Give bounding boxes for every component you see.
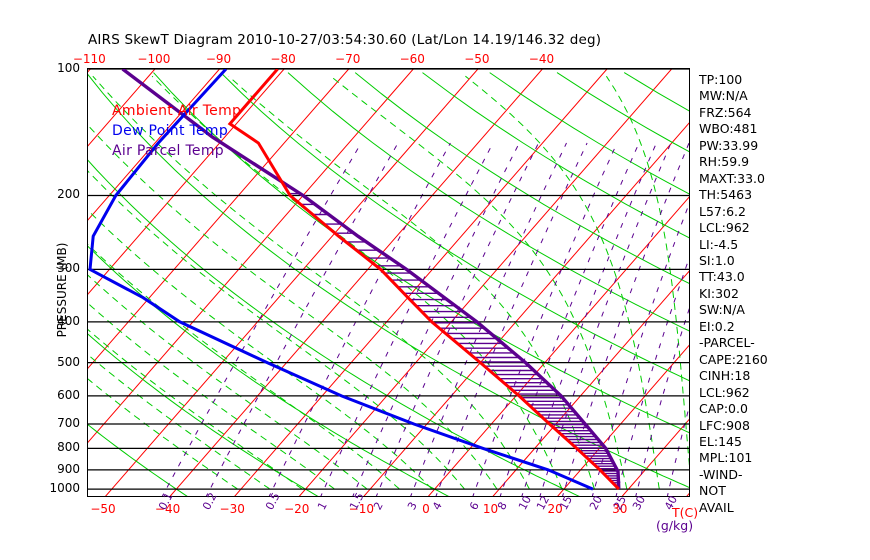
top-temp-tick--40: −40 — [528, 52, 555, 66]
stat-row-7: TH:5463 — [699, 187, 753, 203]
ambient-temp-curve — [227, 69, 620, 491]
stat-row-22: EL:145 — [699, 433, 742, 449]
bottom-temp-tick-30: 30 — [612, 502, 628, 516]
legend-ambient-air-temp: Ambient Air Temp — [112, 103, 242, 119]
stat-row-0: TP:100 — [699, 72, 743, 87]
pressure-tick-300: 300 — [57, 261, 80, 276]
stat-row-24: -WIND- — [699, 466, 743, 482]
pressure-tick-500: 500 — [57, 354, 80, 369]
stat-row-23: MPL:101 — [699, 450, 753, 466]
stat-row-6: MAXT:33.0 — [699, 170, 765, 186]
stat-row-10: LI:-4.5 — [699, 236, 739, 252]
sounding-stats-panel: TP:100 MW:N/A FRZ:564 WBO:481 PW:33.99 RH:59.… — [699, 72, 819, 516]
pressure-tick-600: 600 — [57, 387, 80, 402]
top-temp-tick--100: −100 — [137, 52, 171, 66]
skewt-plot-area — [87, 68, 690, 497]
stat-row-13: KI:302 — [699, 285, 739, 301]
bottom-temp-tick-0: 0 — [422, 502, 430, 516]
stat-row-14: SW:N/A — [699, 302, 745, 318]
stat-row-1: MW:N/A — [699, 88, 748, 104]
stat-row-16: -PARCEL- — [699, 335, 755, 351]
temperature-axis-label: T(C) — [672, 505, 699, 520]
mixing-ratio-tick-1: 1 — [315, 499, 330, 513]
bottom-temp-tick--50: −50 — [90, 502, 116, 516]
top-temp-tick--110: −110 — [72, 52, 106, 66]
pressure-tick-100: 100 — [57, 61, 80, 75]
pressure-tick-400: 400 — [57, 313, 80, 328]
mixing-ratio-tick-6: 6 — [467, 499, 483, 513]
top-temp-tick--90: −90 — [205, 52, 232, 66]
skewt-plot-svg — [88, 69, 689, 496]
stat-row-3: WBO:481 — [699, 121, 758, 137]
top-temp-tick--50: −50 — [464, 52, 490, 66]
stat-row-9: LCL:962 — [699, 220, 750, 236]
stat-row-18: CINH:18 — [699, 368, 751, 384]
stat-row-2: FRZ:564 — [699, 104, 752, 120]
mixing-ratio-tick-4: 4 — [430, 499, 446, 513]
top-temp-tick--60: −60 — [399, 52, 425, 66]
bottom-temp-tick-20: 20 — [547, 502, 563, 516]
mixing-ratio-axis-label: (g/kg) — [656, 518, 694, 533]
pressure-axis-label: PRESSURE (MB) — [55, 242, 69, 338]
cape-hatch-region — [282, 181, 619, 488]
stat-row-15: EI:0.2 — [699, 318, 735, 334]
stat-row-5: RH:59.9 — [699, 154, 750, 170]
pressure-tick-800: 800 — [57, 440, 80, 455]
stat-row-21: LFC:908 — [699, 417, 750, 433]
bottom-temp-tick--30: −30 — [219, 502, 245, 516]
stat-row-20: CAP:0.0 — [699, 401, 748, 417]
pressure-tick-200: 200 — [57, 187, 80, 202]
page-title: AIRS SkewT Diagram 2010-10-27/03:54:30.6… — [88, 32, 602, 48]
top-temp-tick--80: −80 — [270, 52, 296, 66]
bottom-temp-tick--20: −20 — [284, 502, 310, 516]
parcel-temp-curve — [121, 69, 621, 490]
stat-row-8: L57:6.2 — [699, 203, 746, 219]
stat-row-25: NOT — [699, 483, 726, 499]
stat-row-26: AVAIL — [699, 499, 734, 515]
stat-row-17: CAPE:2160 — [699, 351, 768, 367]
stat-row-11: SI:1.0 — [699, 252, 735, 268]
bottom-temp-tick-10: 10 — [482, 502, 499, 516]
pressure-tick-900: 900 — [57, 461, 80, 476]
bottom-temp-tick--10: −10 — [348, 502, 375, 516]
bottom-temp-tick--40: −40 — [154, 502, 181, 516]
pressure-tick-700: 700 — [57, 416, 80, 431]
top-temp-tick--70: −70 — [335, 52, 361, 66]
stat-row-4: PW:33.99 — [699, 137, 759, 153]
mixing-ratio-tick-3: 3 — [404, 499, 420, 513]
stat-row-12: TT:43.0 — [699, 269, 745, 285]
pressure-tick-1000: 1000 — [49, 481, 80, 496]
stat-row-19: LCL:962 — [699, 384, 750, 400]
dewpoint-curve — [88, 69, 594, 491]
legend-dew-point-temp: Dew Point Temp — [112, 123, 229, 139]
legend-air-parcel-temp: Air Parcel Temp — [112, 143, 224, 159]
